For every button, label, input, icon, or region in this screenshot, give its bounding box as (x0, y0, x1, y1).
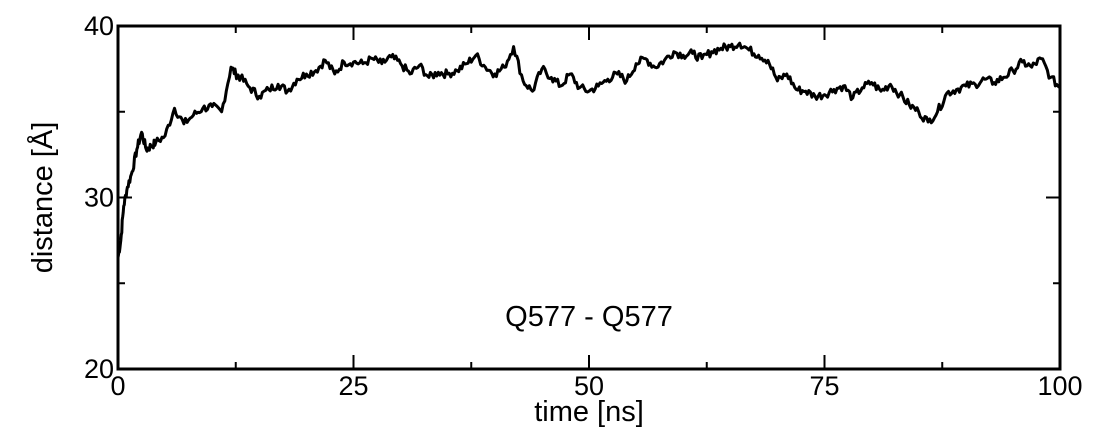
x-tick-label: 25 (338, 371, 368, 401)
x-tick-label: 0 (110, 371, 125, 401)
y-axis-label: distance [Å] (26, 122, 59, 274)
x-tick-label: 100 (1037, 371, 1082, 401)
series-line (116, 41, 1061, 258)
y-tick-label: 20 (84, 354, 114, 384)
x-axis-label: time [ns] (534, 396, 644, 428)
y-tick-label: 40 (84, 11, 114, 41)
x-tick-label: 75 (809, 371, 839, 401)
x-tick-label: 50 (574, 371, 604, 401)
chart-annotation: Q577 - Q577 (505, 301, 673, 333)
y-tick-label: 30 (84, 183, 114, 213)
